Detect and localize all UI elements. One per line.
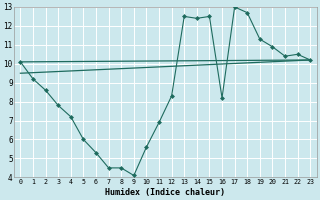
X-axis label: Humidex (Indice chaleur): Humidex (Indice chaleur) — [105, 188, 225, 197]
